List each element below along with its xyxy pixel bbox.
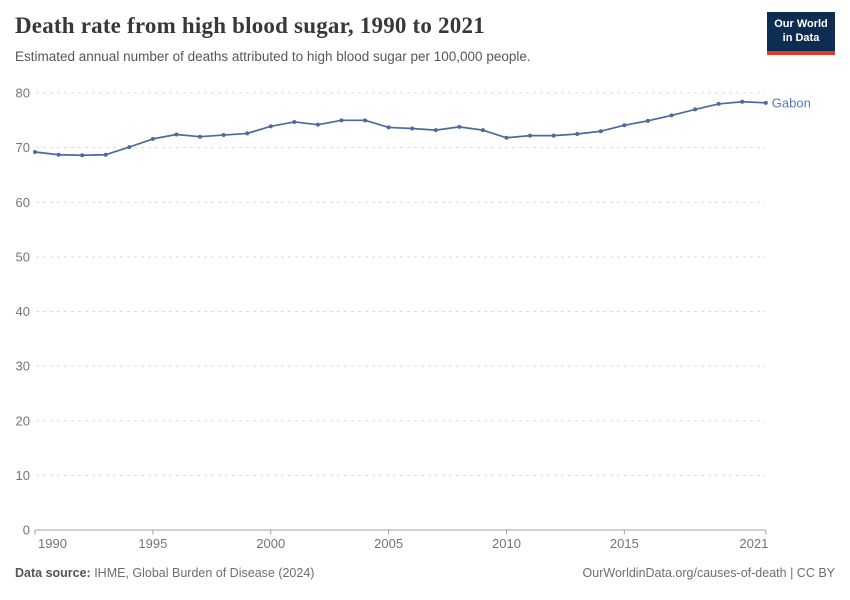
data-point [433,128,438,133]
data-point [551,133,556,138]
x-axis-label: 1995 [138,536,167,551]
data-point [575,131,580,136]
data-point [56,152,61,157]
chart-header: Death rate from high blood sugar, 1990 t… [15,12,750,65]
data-point [693,107,698,112]
owid-logo: Our World in Data [767,12,835,55]
y-axis-label: 0 [23,523,30,538]
data-point [315,122,320,127]
data-point [268,124,273,129]
y-axis-label: 20 [16,413,30,428]
data-line[interactable] [34,100,767,157]
x-axis-label: 2010 [492,536,521,551]
y-axis-label: 70 [16,140,30,155]
x-axis-label: 2000 [256,536,285,551]
data-point [669,113,674,118]
data-point [598,129,603,134]
data-point [150,136,155,141]
data-point [363,118,368,123]
entity-label: Gabon [772,95,811,110]
data-point [457,124,462,129]
data-point [198,134,203,139]
data-point [127,145,132,150]
owid-logo-line2: in Data [782,32,820,45]
data-source-value: IHME, Global Burden of Disease (2024) [90,566,315,580]
data-point [763,100,768,105]
chart-footer: Data source: IHME, Global Burden of Dise… [15,566,835,580]
data-point [33,149,37,154]
y-axis-label: 10 [16,468,30,483]
data-point [103,152,108,157]
y-axis-label: 40 [16,304,30,319]
data-point [339,118,344,123]
x-axis-label: 1990 [38,536,67,551]
x-axis-label: 2021 [739,536,768,551]
license-text: | CC BY [786,566,835,580]
data-source-label: Data source: [15,566,91,580]
y-axis-label: 80 [16,86,30,101]
data-point [245,131,250,136]
y-axis-label: 30 [16,359,30,374]
y-axis-label: 60 [16,195,30,210]
data-point [528,133,533,138]
owid-link[interactable]: OurWorldinData.org/causes-of-death [582,566,787,580]
owid-logo-line1: Our World [774,18,828,30]
data-point [292,119,297,124]
chart-title: Death rate from high blood sugar, 1990 t… [15,13,485,38]
x-axis-label: 2005 [374,536,403,551]
data-point [622,123,627,128]
data-point [174,132,179,137]
data-point [645,118,650,123]
data-point [504,135,509,140]
data-point [386,125,391,130]
data-point [480,128,485,133]
chart-subtitle: Estimated annual number of deaths attrib… [15,48,531,64]
attribution: OurWorldinData.org/causes-of-death | CC … [583,566,835,580]
data-point [80,153,85,158]
y-axis-label: 50 [16,249,30,264]
data-point [410,126,415,131]
data-point [716,101,721,106]
data-source: Data source: IHME, Global Burden of Dise… [15,566,314,580]
x-axis-label: 2015 [610,536,639,551]
data-point [221,133,226,138]
data-point [740,99,745,104]
